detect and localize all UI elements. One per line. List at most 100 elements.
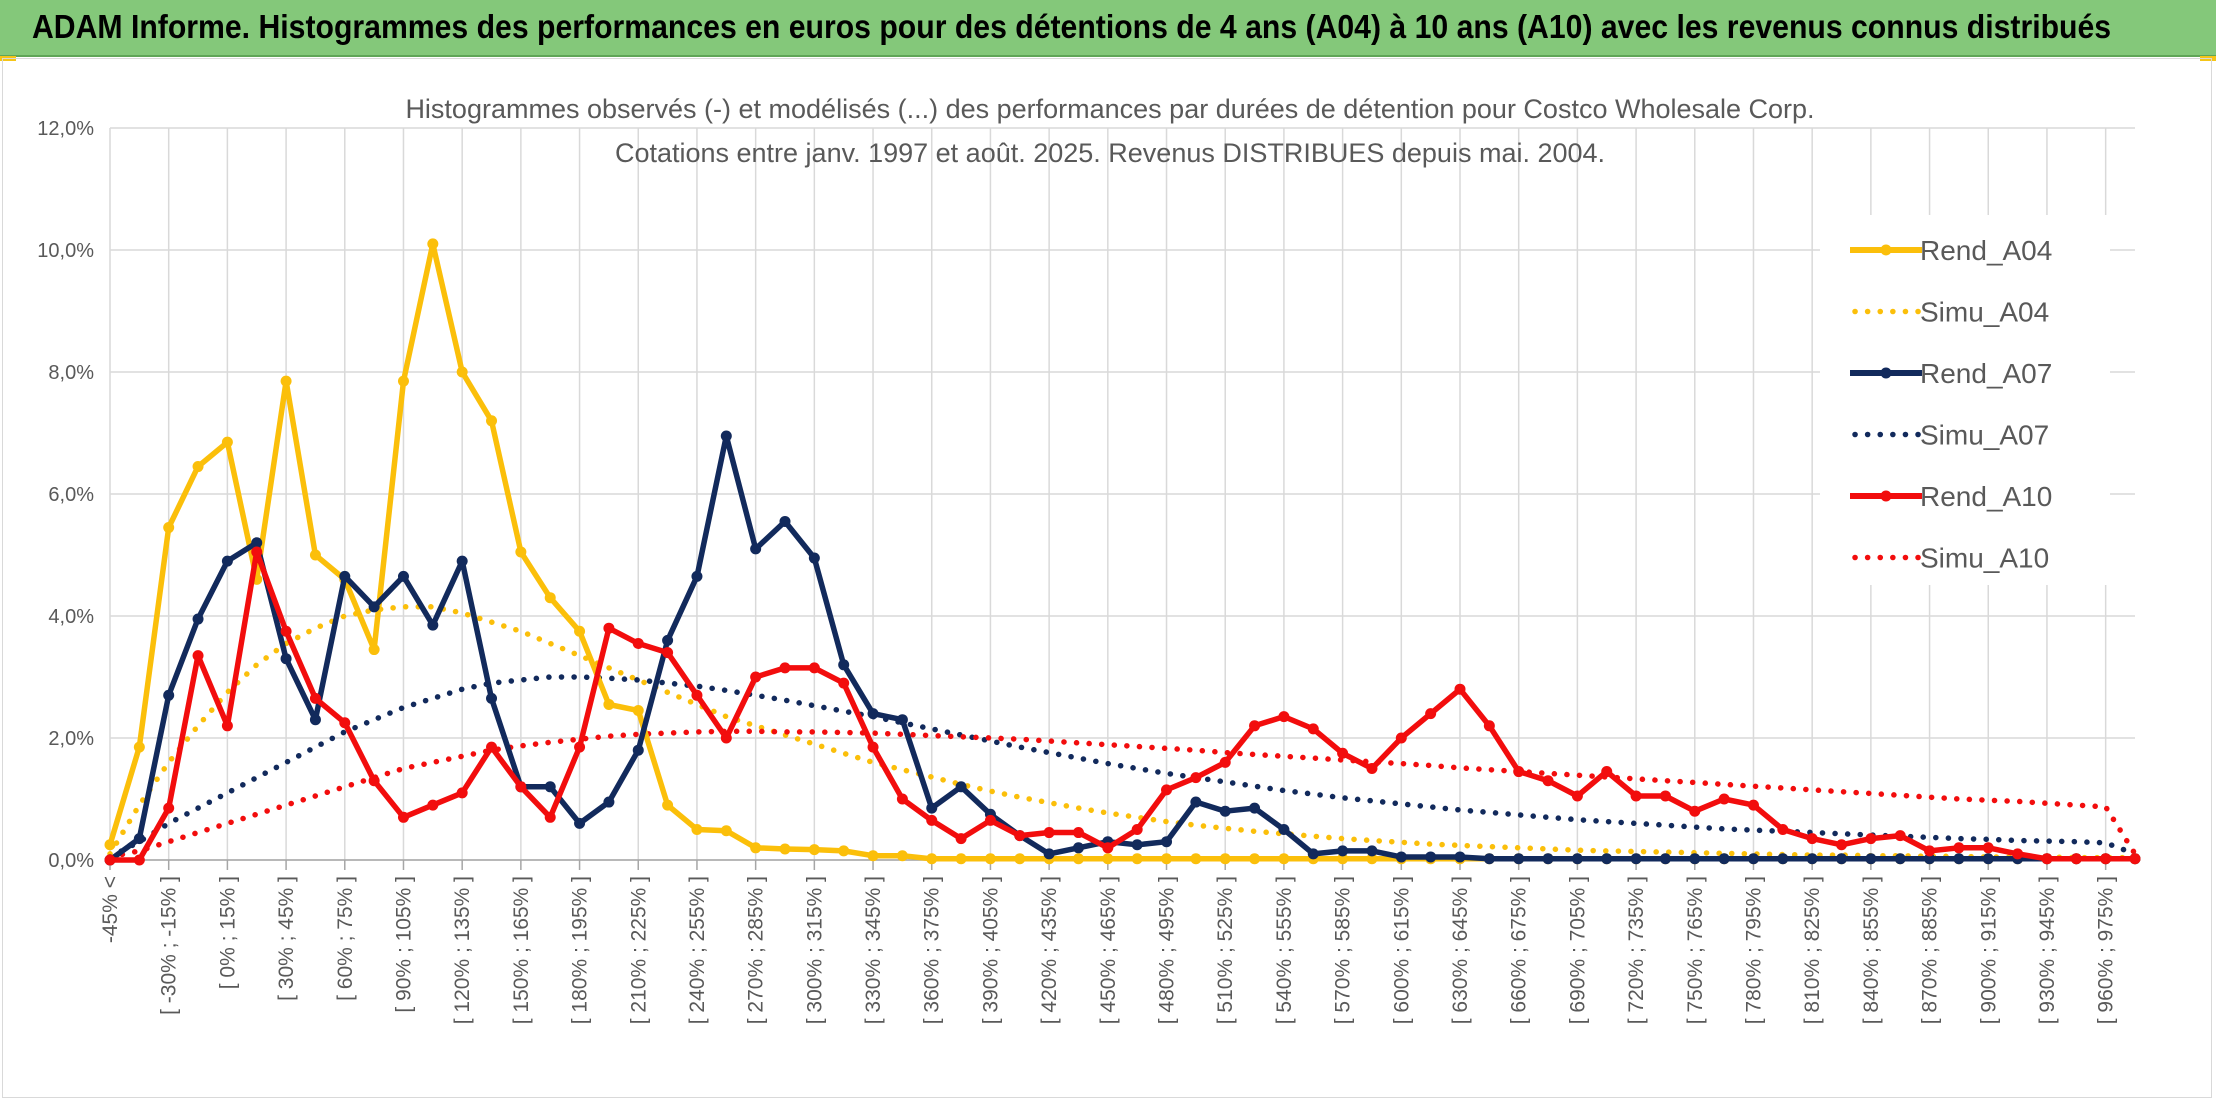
- data-point-Rend_A07: [1924, 853, 1936, 865]
- data-point-Rend_A04: [574, 625, 586, 637]
- data-point-Rend_A04: [1278, 853, 1290, 865]
- data-point-Rend_A07: [1454, 851, 1466, 863]
- legend-label-Simu_A10: Simu_A10: [1920, 543, 2049, 574]
- x-tick-label: [ 870% ; 885% ]: [1919, 876, 1942, 1024]
- data-point-Rend_A10: [1366, 763, 1378, 774]
- data-point-Rend_A10: [1249, 720, 1261, 732]
- chart-title: Histogrammes observés (-) et modélisés (…: [405, 94, 1814, 124]
- data-point-Rend_A07: [1513, 853, 1525, 865]
- data-point-Rend_A10: [1425, 708, 1437, 720]
- x-tick-label: [ 690% ; 705% ]: [1566, 876, 1589, 1024]
- data-point-Rend_A07: [544, 781, 556, 793]
- data-point-Rend_A07: [1571, 853, 1583, 865]
- x-tick-label: [ 180% ; 195% ]: [569, 876, 592, 1024]
- data-point-Rend_A07: [1982, 853, 1994, 865]
- data-point-Rend_A04: [896, 850, 908, 862]
- x-tick-label: [ 210% ; 225% ]: [627, 876, 650, 1024]
- series-line-Rend_A07: [107, 433, 2138, 863]
- data-point-Rend_A07: [1894, 853, 1906, 865]
- data-point-Rend_A10: [2129, 853, 2141, 865]
- data-point-Rend_A07: [632, 744, 644, 756]
- data-point-Rend_A07: [750, 543, 762, 555]
- data-point-Rend_A07: [486, 692, 498, 704]
- data-point-Rend_A04: [838, 845, 850, 857]
- data-point-Rend_A04: [309, 549, 321, 561]
- data-point-Rend_A07: [192, 613, 204, 625]
- data-point-Rend_A10: [720, 732, 732, 744]
- data-point-Rend_A10: [1043, 827, 1055, 839]
- x-tick-label: [ 960% ; 975% ]: [2095, 876, 2118, 1024]
- data-point-Rend_A10: [1836, 839, 1848, 851]
- data-point-Rend_A10: [691, 689, 703, 701]
- data-point-Rend_A07: [1659, 853, 1671, 865]
- data-point-Rend_A07: [1072, 842, 1084, 854]
- data-point-Rend_A07: [1131, 839, 1143, 851]
- y-tick-label: 0,0%: [48, 850, 94, 872]
- data-point-Rend_A10: [251, 546, 263, 558]
- data-point-Rend_A07: [1601, 853, 1613, 865]
- data-point-Rend_A07: [603, 796, 615, 808]
- data-point-Rend_A10: [896, 793, 908, 805]
- x-tick-label: [ 240% ; 255% ]: [686, 876, 709, 1024]
- x-tick-label: [ 120% ; 135% ]: [451, 876, 474, 1024]
- data-point-Rend_A07: [1689, 853, 1701, 865]
- data-point-Rend_A10: [368, 775, 380, 787]
- data-point-Rend_A10: [163, 802, 175, 814]
- data-point-Rend_A10: [1542, 775, 1554, 787]
- data-point-Rend_A07: [1337, 845, 1349, 857]
- data-point-Rend_A10: [1865, 833, 1877, 845]
- data-point-Rend_A04: [104, 839, 116, 851]
- report-title: ADAM Informe. Histogrammes des performan…: [32, 8, 2112, 45]
- data-point-Rend_A10: [779, 662, 791, 674]
- series-lines: [104, 238, 2141, 866]
- x-tick-label: [ 540% ; 555% ]: [1273, 876, 1296, 1024]
- data-point-Rend_A07: [163, 689, 175, 701]
- data-point-Rend_A10: [1102, 842, 1114, 854]
- x-axis-ticks: -45% < [ -30% ; -15% ] [ 0% ; 15% ] [ 30% ;…: [99, 876, 2118, 1024]
- data-point-Rend_A07: [1395, 851, 1407, 863]
- data-point-Rend_A07: [427, 619, 439, 631]
- x-tick-label: [ 630% ; 645% ]: [1449, 876, 1472, 1024]
- data-point-Rend_A10: [133, 854, 145, 866]
- data-point-Rend_A10: [1630, 790, 1642, 802]
- data-point-Rend_A04: [427, 238, 439, 250]
- data-point-Rend_A07: [1307, 848, 1319, 860]
- data-point-Rend_A04: [632, 705, 644, 717]
- data-point-Rend_A07: [133, 833, 145, 845]
- data-point-Rend_A04: [662, 799, 674, 811]
- y-tick-label: 10,0%: [37, 240, 94, 262]
- data-point-Rend_A04: [397, 375, 409, 387]
- y-tick-label: 12,0%: [37, 118, 94, 140]
- x-tick-label: [ 810% ; 825% ]: [1801, 876, 1824, 1024]
- x-tick-label: [ 840% ; 855% ]: [1860, 876, 1883, 1024]
- data-point-Rend_A07: [309, 714, 321, 726]
- data-point-Rend_A07: [926, 802, 938, 814]
- data-point-Rend_A10: [1395, 732, 1407, 744]
- x-tick-label: [ 780% ; 795% ]: [1742, 876, 1765, 1024]
- data-point-Rend_A10: [2012, 848, 2024, 860]
- x-tick-label: [ 150% ; 165% ]: [510, 876, 533, 1024]
- data-point-Rend_A10: [1161, 784, 1173, 796]
- data-point-Rend_A10: [1483, 720, 1495, 732]
- x-tick-label: [ 300% ; 315% ]: [803, 876, 826, 1024]
- data-point-Rend_A04: [221, 436, 233, 448]
- data-point-Rend_A10: [1894, 830, 1906, 842]
- data-point-Rend_A10: [1982, 842, 1994, 854]
- data-point-Rend_A07: [896, 714, 908, 726]
- data-point-Rend_A10: [2041, 853, 2053, 865]
- x-tick-label: [ 270% ; 285% ]: [745, 876, 768, 1024]
- data-point-Rend_A04: [1219, 853, 1231, 865]
- data-point-Rend_A10: [1072, 827, 1084, 839]
- data-point-Rend_A07: [662, 634, 674, 646]
- data-point-Rend_A10: [1454, 683, 1466, 695]
- data-point-Rend_A10: [1190, 772, 1202, 784]
- x-tick-label: [ 750% ; 765% ]: [1684, 876, 1707, 1024]
- series-line-Simu_A04: [107, 604, 2138, 861]
- data-point-Rend_A10: [397, 811, 409, 823]
- data-point-Rend_A10: [339, 717, 351, 729]
- data-point-Rend_A04: [720, 825, 732, 837]
- data-point-Rend_A10: [486, 741, 498, 753]
- data-point-Rend_A07: [1190, 796, 1202, 808]
- x-tick-label: [ 660% ; 675% ]: [1508, 876, 1531, 1024]
- x-tick-label: -45% <: [99, 876, 122, 943]
